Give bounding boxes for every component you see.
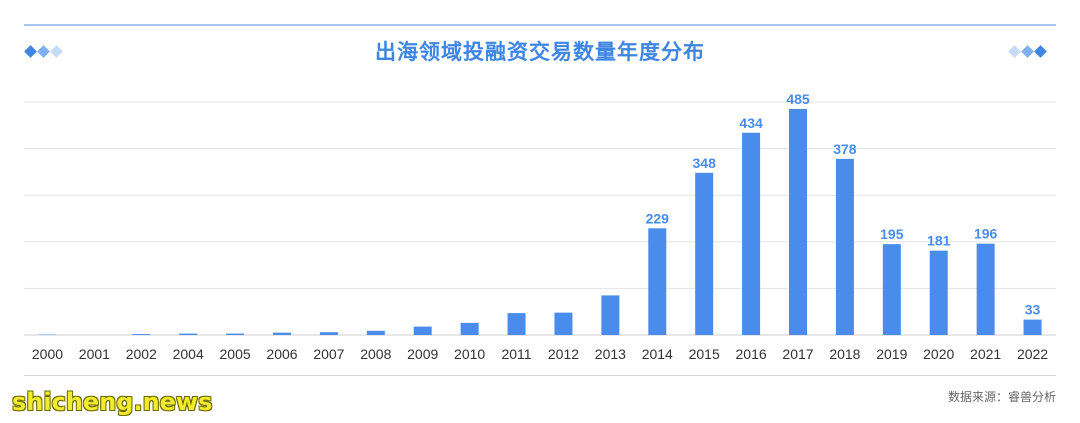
bar (648, 228, 667, 335)
x-tick-label: 2022 (1017, 346, 1048, 362)
bar (413, 326, 432, 335)
bar (882, 244, 901, 335)
data-source: 数据来源：睿兽分析 (947, 390, 1056, 404)
x-tick-label: 2002 (126, 346, 157, 362)
data-label: 434 (739, 115, 763, 131)
bar (1023, 319, 1042, 335)
data-label: 181 (927, 233, 951, 249)
x-tick-label: 2011 (501, 346, 531, 362)
watermark: shicheng.news (12, 388, 213, 416)
bar (789, 108, 807, 336)
bar (929, 250, 948, 335)
bar (742, 132, 761, 335)
data-label: 348 (693, 155, 717, 171)
x-tick-label: 2014 (642, 346, 673, 362)
bar (507, 313, 526, 335)
bar (132, 334, 151, 335)
bar (695, 172, 714, 335)
x-tick-label: 2015 (689, 346, 720, 362)
x-tick-label: 2020 (923, 346, 954, 362)
x-tick-label: 2016 (736, 346, 767, 362)
bar (554, 312, 573, 335)
bar (835, 158, 854, 335)
x-tick-label: 2021 (970, 346, 1001, 362)
bar (976, 243, 995, 335)
top-divider (24, 24, 1056, 26)
x-tick-label: 2018 (829, 346, 860, 362)
x-tick-label: 2005 (220, 346, 251, 362)
bar (179, 333, 198, 335)
bottom-divider (24, 375, 1056, 376)
data-label: 485 (786, 91, 810, 107)
data-label: 196 (974, 226, 998, 242)
x-tick-label: 2000 (32, 346, 63, 362)
chart-title: 出海领域投融资交易数量年度分布 (375, 40, 705, 64)
x-tick-label: 2010 (454, 346, 485, 362)
x-tick-label: 2019 (876, 346, 907, 362)
x-tick-label: 2013 (595, 346, 626, 362)
bar (366, 330, 385, 335)
x-tick-label: 2008 (360, 346, 391, 362)
bar (273, 332, 291, 335)
bar (226, 333, 245, 335)
x-tick-label: 2017 (782, 346, 813, 362)
x-tick-label: 2012 (548, 346, 579, 362)
bar (460, 322, 479, 335)
data-label: 378 (833, 141, 857, 157)
data-label: 195 (880, 226, 904, 242)
bar (601, 295, 620, 335)
data-label: 229 (646, 210, 670, 226)
x-tick-label: 2004 (173, 346, 204, 362)
data-label: 33 (1025, 302, 1041, 318)
bar (319, 332, 338, 335)
x-tick-label: 2007 (313, 346, 344, 362)
x-tick-label: 2001 (79, 346, 110, 362)
x-tick-label: 2006 (266, 346, 297, 362)
x-tick-label: 2009 (407, 346, 438, 362)
